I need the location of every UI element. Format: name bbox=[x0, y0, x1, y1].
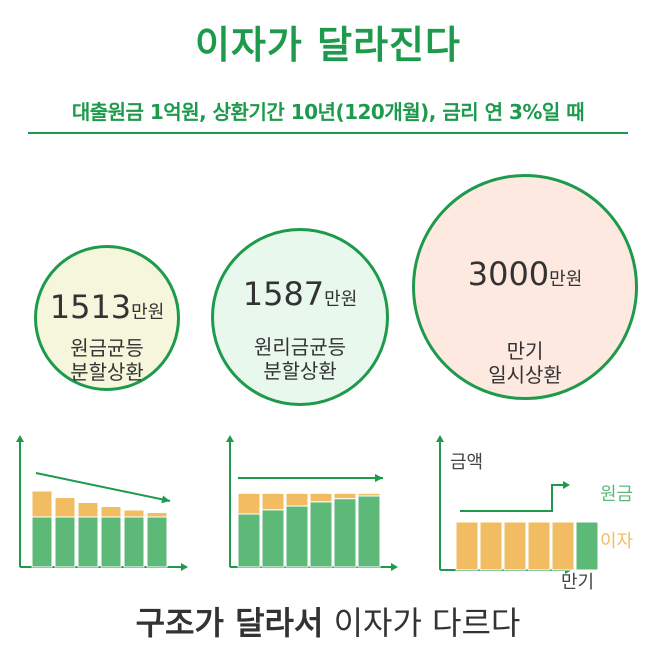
bar-segment-interest bbox=[503, 521, 527, 571]
bar-segment-interest bbox=[309, 492, 333, 503]
bar-segment-interest bbox=[54, 497, 76, 518]
bar-segment-principal bbox=[575, 521, 599, 571]
bar-segment-principal bbox=[31, 516, 53, 568]
bar-segment-interest bbox=[146, 512, 168, 518]
method-label: 원리금균등 분할상환 bbox=[254, 335, 346, 383]
bar-segment-principal bbox=[285, 505, 309, 568]
y-axis-arrowhead bbox=[16, 435, 24, 442]
bar-segment-interest bbox=[551, 521, 575, 571]
y-axis-arrowhead bbox=[226, 435, 234, 442]
bar-segment-principal bbox=[123, 516, 145, 568]
method-label: 만기 일시상환 bbox=[488, 339, 562, 387]
bar-segment-interest bbox=[77, 502, 99, 518]
bar-segment-interest bbox=[333, 492, 357, 500]
bar-segment-interest bbox=[237, 492, 261, 515]
method-label: 원금균등 분할상환 bbox=[70, 336, 144, 384]
trend-arrow-step-up bbox=[460, 484, 563, 512]
chart-bullet-repayment bbox=[436, 435, 599, 574]
interest-amount: 3000만원 bbox=[467, 255, 583, 293]
bar-segment-interest bbox=[455, 521, 479, 571]
trend-arrow-step-up-head bbox=[563, 481, 570, 489]
bar-segment-principal bbox=[77, 516, 99, 568]
bar-segment-interest bbox=[261, 492, 285, 511]
chart-equal-installment bbox=[226, 435, 398, 571]
x-axis-arrowhead bbox=[391, 563, 398, 571]
chart3-x-axis-label: 만기 bbox=[561, 572, 595, 593]
x-axis-arrowhead bbox=[181, 563, 188, 571]
bar-segment-principal bbox=[100, 516, 122, 568]
method-circle-equal-installment: 1587만원 원리금균등 분할상환 bbox=[211, 228, 389, 406]
conclusion-text: 구조가 달라서 이자가 다르다 bbox=[135, 604, 521, 642]
bar-segment-principal bbox=[146, 516, 168, 568]
chart3-y-axis-label: 금액 bbox=[450, 452, 484, 473]
bar-segment-interest bbox=[357, 492, 381, 497]
bar-segment-principal bbox=[54, 516, 76, 568]
trend-arrow-down bbox=[35, 472, 171, 502]
loan-conditions-subtitle: 대출원금 1억원, 상환기간 10년(120개월), 금리 연 3%일 때 bbox=[71, 100, 585, 124]
interest-amount: 1513만원 bbox=[49, 288, 165, 326]
bar-segment-interest bbox=[527, 521, 551, 571]
bar-segment-interest bbox=[100, 506, 122, 518]
trend-arrow-flat-head bbox=[375, 474, 383, 482]
method-circle-equal-principal: 1513만원 원금균등 분할상환 bbox=[34, 245, 180, 391]
chart-equal-principal bbox=[16, 435, 188, 571]
bar-segment-interest bbox=[31, 490, 53, 518]
bar-segment-interest bbox=[285, 492, 309, 507]
bar-segment-principal bbox=[309, 501, 333, 568]
bar-segment-principal bbox=[261, 509, 285, 568]
page-title: 이자가 달라진다 bbox=[195, 23, 461, 67]
subtitle-divider bbox=[28, 132, 628, 134]
bar-segment-interest bbox=[479, 521, 503, 571]
interest-amount: 1587만원 bbox=[242, 275, 358, 313]
trend-arrow-down-head bbox=[161, 495, 170, 504]
bar-segment-principal bbox=[333, 498, 357, 568]
legend-principal: 원금 bbox=[600, 484, 634, 505]
method-circle-bullet-repayment: 3000만원 만기 일시상환 bbox=[412, 174, 638, 400]
bar-segment-principal bbox=[237, 513, 261, 568]
bar-segment-principal bbox=[357, 495, 381, 568]
legend-interest: 이자 bbox=[600, 531, 634, 552]
y-axis-arrowhead bbox=[436, 435, 444, 442]
bar-segment-interest bbox=[123, 509, 145, 518]
